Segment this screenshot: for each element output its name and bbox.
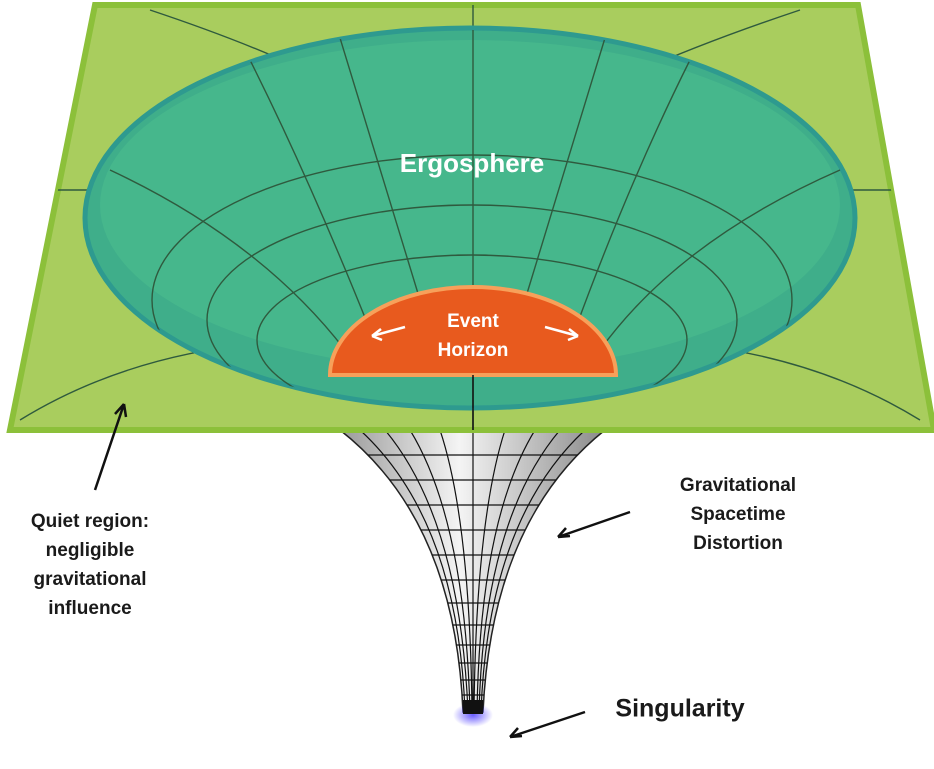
distortion-label: Gravitational xyxy=(680,475,796,496)
distortion-label: Spacetime xyxy=(690,504,785,525)
quiet-region-label: Quiet region: xyxy=(31,511,149,532)
quiet-region-label: negligible xyxy=(46,540,135,561)
event-horizon-label: Horizon xyxy=(438,340,509,361)
event-horizon-label: Event xyxy=(447,311,499,332)
quiet-region-label: influence xyxy=(48,598,131,619)
diagram: Ergosphere Event Horizon Quiet region: n… xyxy=(0,0,934,769)
funnel xyxy=(340,430,605,727)
ergosphere-label: Ergosphere xyxy=(400,148,545,178)
distortion-label: Distortion xyxy=(693,533,783,554)
quiet-region-label: gravitational xyxy=(34,569,147,590)
page: Ergosphere Event Horizon Quiet region: n… xyxy=(0,0,934,769)
singularity-label: Singularity xyxy=(615,695,744,723)
